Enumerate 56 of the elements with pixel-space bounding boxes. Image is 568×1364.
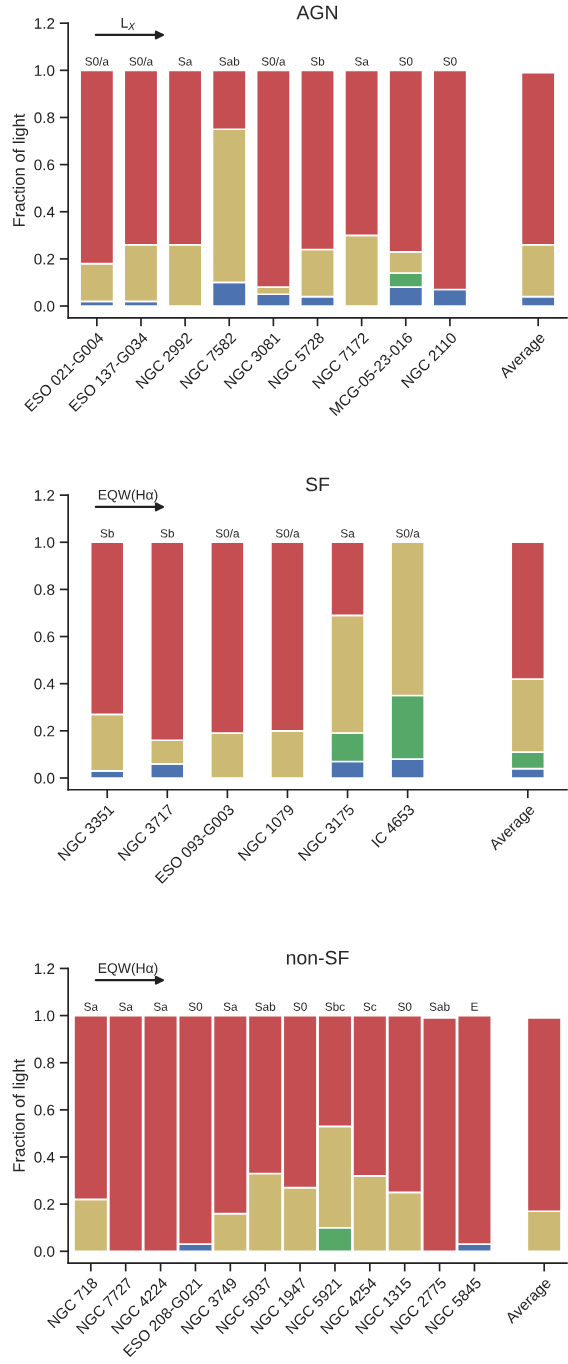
annotation: S0 xyxy=(443,57,457,66)
y-tick-label: 0.4 xyxy=(34,1151,55,1163)
y-tick-label: 0.4 xyxy=(34,206,55,218)
annotation: Sbc xyxy=(325,1002,345,1011)
annotation: Sb xyxy=(310,56,325,66)
annotation: L$_{X}$ xyxy=(121,18,136,30)
annotation: S0 xyxy=(398,1002,412,1011)
annotation: S0/a xyxy=(129,56,154,66)
chart-title: non-SF xyxy=(286,950,349,965)
y-tick-label: 0.8 xyxy=(34,1057,55,1069)
annotation: Sb xyxy=(100,528,114,538)
chart-title: AGN xyxy=(296,5,337,20)
annotation: Sa xyxy=(119,1002,133,1011)
y-tick-label: 0.0 xyxy=(34,300,55,312)
annotation: E xyxy=(471,1002,478,1011)
y-tick-label: 0.8 xyxy=(34,584,55,596)
annotation: Sa xyxy=(340,529,355,538)
y-tick-label: 0.2 xyxy=(34,1199,55,1210)
annotation: EQW(Hα) xyxy=(98,962,158,976)
annotation: S0 xyxy=(293,1002,307,1011)
y-tick-label: 0.6 xyxy=(34,1104,55,1116)
y-tick-label: 0.6 xyxy=(34,631,55,643)
y-axis-title: Fraction of light xyxy=(12,113,29,227)
annotation: S0/a xyxy=(275,528,300,538)
y-tick-label: 0.2 xyxy=(34,725,55,737)
y-axis-title: Fraction of light xyxy=(12,1058,29,1172)
y-tick-label: 0.2 xyxy=(34,253,55,265)
y-tick-label: 1.2 xyxy=(34,963,55,974)
annotation: Sab xyxy=(429,1002,450,1011)
annotation: Sa xyxy=(354,57,369,66)
annotation: S0/a xyxy=(85,56,109,66)
annotation: EQW(Hα) xyxy=(98,489,158,503)
annotation: Sab xyxy=(255,1002,276,1011)
annotation: Sc xyxy=(363,1002,377,1011)
annotation: S0 xyxy=(188,1002,203,1011)
chart-title: SF xyxy=(305,477,330,492)
y-tick-label: 0.8 xyxy=(34,112,55,124)
annotation: Sa xyxy=(178,57,193,66)
annotation: Sb xyxy=(160,528,175,538)
annotation: S0 xyxy=(399,57,413,66)
annotation: Sa xyxy=(153,1002,168,1011)
annotation: S0/a xyxy=(215,528,240,538)
y-tick-label: 1.2 xyxy=(34,18,55,29)
annotation: S0/a xyxy=(261,56,286,66)
annotation: Sa xyxy=(223,1002,238,1011)
annotation: Sab xyxy=(219,56,240,66)
y-tick-label: 0.0 xyxy=(34,772,55,784)
y-tick-label: 0.6 xyxy=(34,159,55,171)
y-tick-label: 1.0 xyxy=(34,537,55,548)
y-tick-label: 1.0 xyxy=(34,65,55,77)
annotation: S0/a xyxy=(396,528,420,538)
y-tick-label: 0.0 xyxy=(34,1246,55,1257)
y-tick-label: 0.4 xyxy=(34,678,55,690)
y-tick-label: 1.0 xyxy=(34,1010,55,1022)
annotation: Sa xyxy=(84,1002,99,1011)
y-tick-label: 1.2 xyxy=(34,490,55,501)
